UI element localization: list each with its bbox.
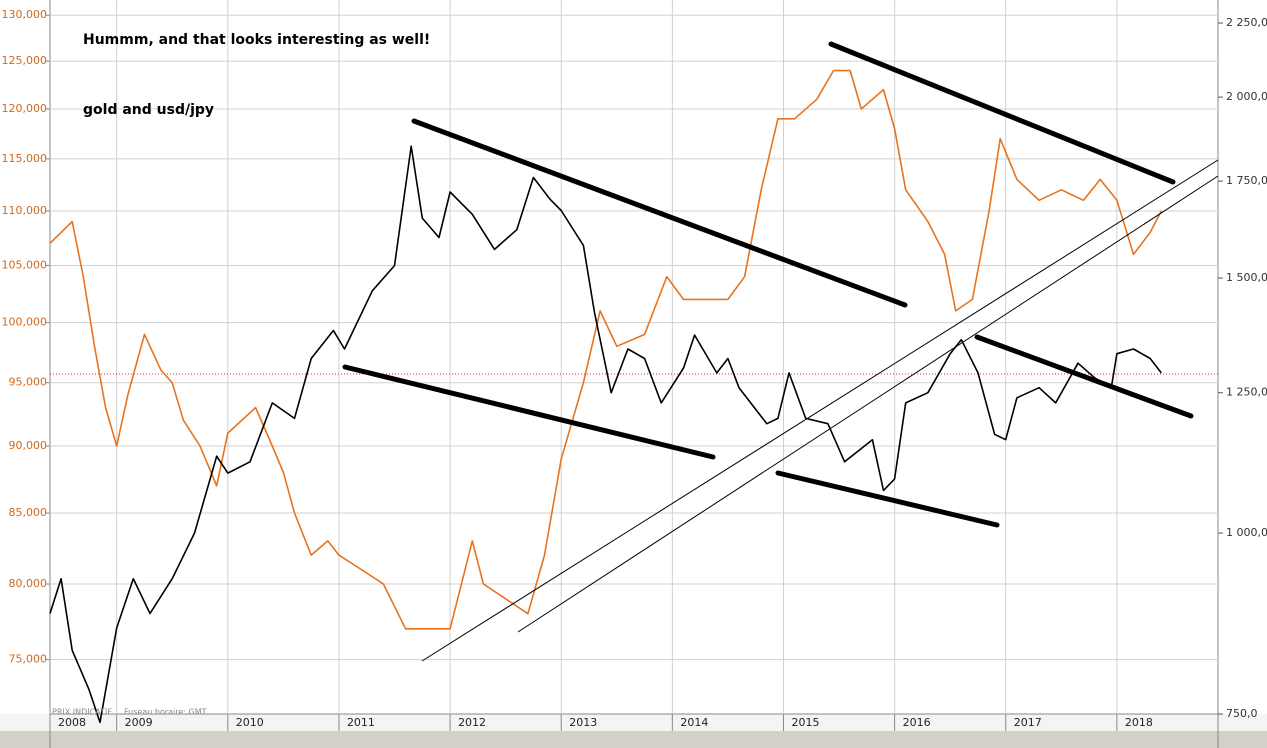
y2-tick-label: 1 750,0 (1226, 174, 1267, 187)
trend-line (342, 364, 716, 460)
y-tick-label: 110,000 (2, 204, 48, 217)
support-line (517, 175, 1219, 633)
support-line (421, 159, 1219, 662)
y-tick-label: 130,000 (2, 8, 48, 21)
y-tick-label: 95,000 (9, 376, 48, 389)
y-tick-label: 120,000 (2, 102, 48, 115)
y-tick-label: 105,000 (2, 258, 48, 271)
bottom-bar (0, 731, 1267, 748)
footer-label: Fuseau horaire: GMT (124, 708, 207, 717)
trend-line (411, 118, 908, 308)
y2-tick-label: 1 250,0 (1226, 386, 1267, 399)
annotation: gold and usd/jpy (83, 102, 214, 118)
y-tick-label: 125,000 (2, 54, 48, 67)
trend-line (974, 334, 1194, 419)
grid (50, 0, 1218, 714)
x-tick-label: 2017 (1014, 716, 1042, 729)
y2-tick-label: 2 250,0 (1226, 16, 1267, 29)
y-tick-label: 80,000 (9, 577, 48, 590)
x-tick-label: 2018 (1125, 716, 1153, 729)
x-tick-label: 2010 (236, 716, 264, 729)
y-tick-label: 115,000 (2, 152, 48, 165)
x-tick-label: 2012 (458, 716, 486, 729)
series-line (49, 145, 1162, 724)
x-tick-label: 2009 (125, 716, 153, 729)
y2-tick-label: 1 000,0 (1226, 526, 1267, 539)
trend-lines (342, 41, 1219, 662)
y2-tick-label: 1 500,0 (1226, 271, 1267, 284)
y-tick-label: 85,000 (9, 506, 48, 519)
x-tick-label: 2011 (347, 716, 375, 729)
x-tick-label: 2008 (58, 716, 86, 729)
annotation: Hummm, and that looks interesting as wel… (83, 32, 430, 48)
footer-label: PRIX INDICATIF (52, 708, 112, 717)
y-tick-label: 90,000 (9, 439, 48, 452)
y-tick-label: 100,000 (2, 316, 48, 329)
trend-line (828, 41, 1176, 185)
x-tick-label: 2016 (903, 716, 931, 729)
y-tick-label: 75,000 (9, 653, 48, 666)
x-tick-label: 2015 (791, 716, 819, 729)
x-axis-strip (0, 714, 1267, 731)
y2-tick-label: 2 000,0 (1226, 90, 1267, 103)
x-tick-label: 2013 (569, 716, 597, 729)
x-tick-label: 2014 (680, 716, 708, 729)
trend-line (775, 470, 1000, 528)
y2-tick-label: 750,0 (1226, 707, 1258, 720)
